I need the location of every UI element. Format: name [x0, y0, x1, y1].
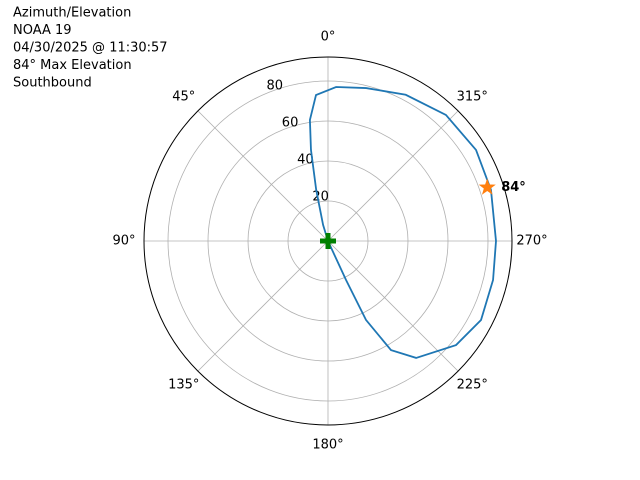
max-elevation-label: 84° — [501, 180, 526, 195]
r-grid-circle — [207, 120, 449, 362]
r-grid-circle — [167, 80, 489, 402]
theta-tick-label: 90° — [112, 234, 135, 249]
r-tick-label: 80 — [266, 79, 283, 94]
theta-tick-label: 180° — [312, 438, 343, 453]
theta-tick-label: 315° — [457, 89, 488, 104]
title-line: Southbound — [13, 76, 92, 91]
theta-tick-label: 0° — [321, 30, 336, 45]
r-grid-circle — [287, 200, 369, 282]
theta-tick-label: 135° — [168, 378, 199, 393]
max-elevation-marker — [478, 178, 496, 195]
theta-tick-label: 270° — [516, 234, 547, 249]
title-line: NOAA 19 — [13, 23, 72, 38]
title-line: 04/30/2025 @ 11:30:57 — [13, 41, 168, 56]
r-tick-label: 20 — [312, 190, 329, 205]
theta-grid-line — [327, 110, 459, 242]
theta-tick-label: 225° — [457, 378, 488, 393]
theta-grid-line — [327, 240, 459, 372]
start-marker — [320, 233, 336, 249]
title-line: 84° Max Elevation — [13, 58, 132, 73]
theta-grid-line — [197, 240, 329, 372]
polar-frame — [143, 56, 513, 426]
title-line: Azimuth/Elevation — [13, 6, 131, 21]
theta-tick-label: 45° — [172, 89, 195, 104]
r-grid-circle — [247, 160, 409, 322]
r-tick-label: 40 — [297, 153, 314, 168]
track-line — [309, 86, 497, 359]
r-tick-label: 60 — [282, 116, 299, 131]
theta-grid-line — [197, 110, 329, 242]
